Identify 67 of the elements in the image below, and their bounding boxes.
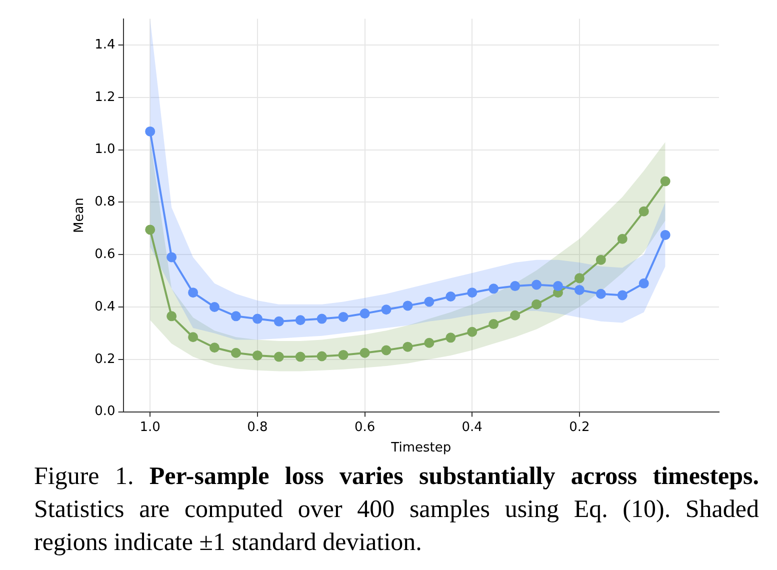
x-tick-label: 0.2 xyxy=(569,420,590,435)
text: Statistics are computed over 400 samples using Eq. (10). Shaded regions indicate ±1 standard deviation. xyxy=(34,496,759,556)
x-tick-label: 0.6 xyxy=(354,420,376,435)
point xyxy=(230,311,241,322)
y-tick-label: 1.2 xyxy=(94,90,116,105)
point xyxy=(145,224,156,235)
point xyxy=(381,345,392,356)
point xyxy=(381,304,392,315)
point xyxy=(532,299,542,310)
point xyxy=(532,280,542,290)
point xyxy=(295,352,306,362)
y-tick-label: 0.0 xyxy=(94,404,116,420)
point xyxy=(467,326,478,337)
point xyxy=(274,316,284,326)
point xyxy=(574,284,584,295)
point xyxy=(360,348,370,358)
point xyxy=(467,288,478,298)
point xyxy=(166,252,177,262)
point xyxy=(210,342,220,353)
y-tick-label: 1.4 xyxy=(94,37,116,52)
point xyxy=(446,292,456,302)
x-tick-label: 0.8 xyxy=(247,420,268,435)
point xyxy=(188,332,198,342)
point xyxy=(316,351,327,362)
point xyxy=(660,176,670,186)
point xyxy=(617,234,628,244)
point xyxy=(188,288,198,298)
x-tick-label: 0.4 xyxy=(462,420,482,435)
point xyxy=(424,296,434,307)
point xyxy=(638,206,649,216)
point xyxy=(252,350,262,360)
y-tick-label: 0.8 xyxy=(94,194,116,210)
point xyxy=(596,288,606,299)
point xyxy=(488,284,499,294)
point xyxy=(210,302,220,312)
point xyxy=(145,126,156,136)
text: Per-sample loss varies substantially across timesteps. xyxy=(149,463,759,490)
x-tick-label: 1.0 xyxy=(140,420,160,435)
point xyxy=(424,338,434,348)
y-tick-label: 0.6 xyxy=(94,246,116,262)
point xyxy=(295,315,306,326)
y-tick-label: 1.0 xyxy=(94,142,116,158)
point xyxy=(166,311,177,322)
point xyxy=(446,332,456,343)
point xyxy=(596,254,606,265)
point xyxy=(338,312,348,322)
x-axis-title: Timestep xyxy=(390,440,452,456)
point xyxy=(230,348,241,358)
point xyxy=(488,319,499,330)
point xyxy=(660,230,670,240)
point xyxy=(360,308,370,319)
y-axis-title: Mean xyxy=(72,198,88,234)
y-tick-label: 0.2 xyxy=(94,352,116,367)
point xyxy=(552,281,563,292)
point xyxy=(510,310,520,320)
point xyxy=(402,300,413,311)
point xyxy=(402,342,413,352)
y-tick-label: 0.4 xyxy=(94,299,116,314)
point xyxy=(338,350,348,360)
point xyxy=(274,352,284,362)
point xyxy=(252,314,262,324)
point xyxy=(617,290,628,300)
point xyxy=(510,281,520,292)
point xyxy=(316,314,327,324)
caption: Figure 1. xyxy=(34,463,135,490)
point xyxy=(638,278,649,288)
point xyxy=(574,273,584,284)
